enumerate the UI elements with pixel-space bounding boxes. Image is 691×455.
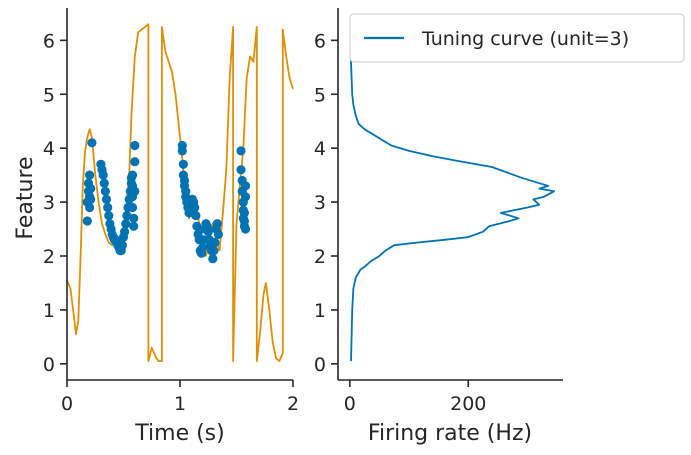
right-plot-area (350, 26, 555, 362)
right-y-tick-label: 6 (314, 30, 326, 52)
spike-point (86, 184, 96, 194)
spike-point (86, 194, 96, 204)
spike-point (121, 219, 131, 229)
left-x-tick-label: 1 (174, 393, 186, 415)
spike-point (208, 254, 218, 264)
left-x-tick-label: 0 (61, 393, 73, 415)
spike-point (213, 229, 223, 239)
spike-point (98, 170, 108, 180)
right-y-tick-label: 2 (314, 246, 326, 268)
legend-entry-label: Tuning curve (unit=3) (421, 28, 629, 50)
left-x-tick-label: 2 (287, 393, 299, 415)
left-y-tick-label: 4 (43, 138, 55, 160)
spike-point (85, 170, 95, 180)
right-x-tick-label: 200 (450, 393, 486, 415)
right-y-tick-label: 5 (314, 84, 326, 106)
right-y-ticks: 0 1 2 3 4 5 6 (314, 30, 338, 376)
spike-point (210, 237, 220, 248)
spike-point (178, 159, 188, 169)
spike-point (127, 170, 138, 180)
spike-point (130, 157, 140, 167)
spike-point (190, 202, 200, 213)
right-y-tick-label: 3 (314, 192, 326, 214)
right-y-tick-label: 1 (314, 300, 326, 322)
left-y-tick-label: 1 (43, 300, 55, 322)
spike-point (198, 243, 208, 253)
spike-point (192, 221, 202, 231)
tuning-curve-line (350, 26, 555, 362)
feature-trace-line (66, 23, 294, 362)
spike-point (129, 213, 139, 223)
spike-point (203, 227, 213, 237)
spike-point (85, 202, 95, 213)
spike-point (177, 146, 187, 156)
left-plot-area (66, 23, 294, 362)
spike-point (240, 224, 251, 234)
left-x-axis-label: Time (s) (134, 421, 224, 446)
right-x-axis-label: Firing rate (Hz) (368, 421, 532, 446)
right-y-tick-label: 0 (314, 354, 326, 376)
left-y-tick-label: 3 (43, 192, 55, 214)
left-y-axis-label: Feature (13, 156, 38, 239)
right-x-tick-label: 0 (344, 393, 356, 415)
spike-point (103, 202, 113, 213)
spike-point (212, 219, 222, 229)
left-y-tick-label: 0 (43, 354, 55, 376)
spike-point (87, 138, 97, 148)
spike-point (239, 216, 249, 226)
left-y-tick-label: 6 (43, 30, 55, 52)
spike-point (209, 246, 219, 256)
left-y-ticks: 0 1 2 3 4 5 6 (43, 30, 67, 376)
spike-point (191, 211, 201, 221)
left-x-ticks: 0 1 2 (61, 380, 299, 415)
spike-point (130, 140, 140, 151)
spike-point (236, 165, 246, 175)
spike-point (129, 221, 139, 231)
left-y-tick-label: 5 (43, 84, 55, 106)
spike-point (101, 194, 112, 204)
left-y-tick-label: 2 (43, 246, 55, 268)
right-x-ticks: 0 200 (344, 380, 486, 415)
spike-point (99, 178, 109, 188)
spike-point (117, 240, 127, 250)
spike-point (127, 202, 138, 213)
legend-box (349, 13, 685, 63)
right-y-tick-label: 4 (314, 138, 326, 160)
time-feature-panel: 0 1 2 0 1 2 3 4 5 6 Time (s) Feature (13, 8, 299, 446)
spike-point (100, 186, 110, 196)
spike-point (82, 216, 92, 226)
spike-point (120, 227, 130, 237)
spike-point (130, 186, 140, 196)
spike-point (240, 192, 251, 202)
spike-point (104, 211, 114, 221)
spike-point (236, 146, 246, 156)
spike-point (240, 181, 251, 191)
spike-point (239, 208, 249, 218)
legend: Tuning curve (unit=3) (349, 13, 685, 63)
tuning-curve-panel: 0 200 0 1 2 3 4 5 6 Firing rate (Hz) Tuning cur… (314, 8, 685, 446)
